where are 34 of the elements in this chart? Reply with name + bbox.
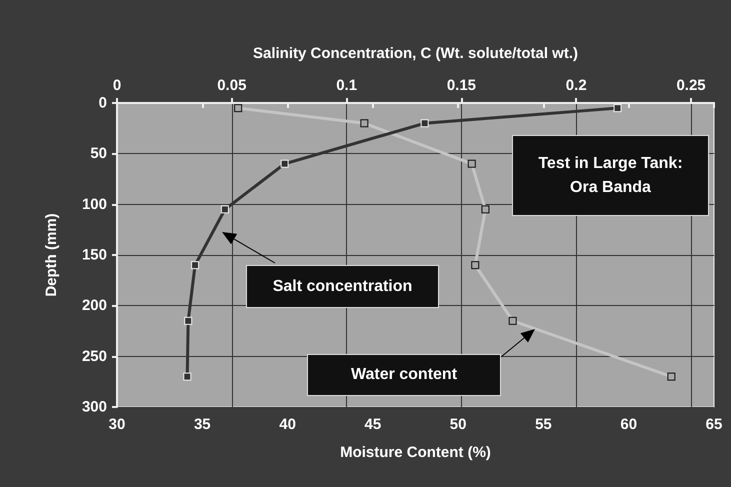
annotation: Salt concentration [272, 276, 414, 296]
x-tick-label: 55 [535, 416, 552, 433]
point [508, 316, 517, 325]
y-tick-label: 50 [90, 145, 107, 162]
x-tick-label: 60 [620, 416, 638, 433]
y-tick-label: 150 [82, 246, 107, 264]
annotation: Water content [350, 365, 458, 385]
x-tick-label: 35 [194, 416, 211, 433]
point [481, 205, 490, 214]
y-tick-label: 0 [98, 94, 107, 112]
x-axis-title: Moisture Content (%) [340, 444, 491, 461]
x-tick-label: 65 [706, 416, 722, 433]
y-axis-title: Depth (mm) [43, 213, 60, 297]
point [468, 160, 476, 168]
y-tick-label: 200 [82, 297, 107, 314]
point [667, 372, 676, 381]
x2-tick-label: 0.1 [336, 77, 358, 94]
x2-tick-label: 0.2 [566, 77, 587, 94]
point [471, 261, 480, 270]
x-tick-label: 40 [279, 416, 296, 433]
point [360, 119, 368, 128]
x-tick-label: 50 [450, 416, 466, 433]
x2-tick-label: 0.05 [217, 77, 246, 94]
x2-tick-label: 0.15 [446, 77, 476, 94]
point [234, 104, 242, 112]
annotation: Test in Large Tank: Ora Banda [537, 154, 684, 198]
y-tick-label: 300 [82, 398, 107, 416]
y-tick-label: 250 [82, 348, 107, 365]
y-tick-label: 100 [82, 196, 107, 213]
x-tick-label: 30 [108, 416, 126, 433]
x2-tick-label: 0.25 [676, 77, 706, 94]
x2-axis-title: Salinity Concentration, C (Wt. solute/total wt.) [253, 45, 578, 62]
x-tick-label: 45 [364, 416, 382, 433]
x2-tick-label: 0 [112, 77, 122, 94]
